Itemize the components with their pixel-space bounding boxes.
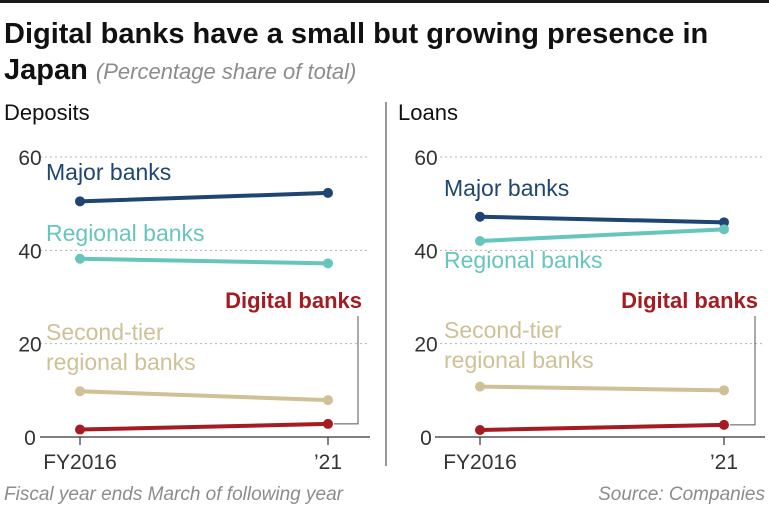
series-label-major: Major banks — [46, 159, 171, 185]
data-point-regional — [75, 253, 85, 264]
chart-title-text: Digital banks have a small but growing p… — [4, 18, 709, 86]
footnote: Fiscal year ends March of following year — [4, 484, 344, 505]
label-connector — [334, 316, 359, 425]
panel-title: Loans — [398, 100, 458, 125]
series-line-digital — [78, 421, 330, 432]
y-tick-label: 40 — [414, 240, 437, 263]
series-line-second_tier — [478, 384, 726, 393]
x-tick-label: ’21 — [710, 451, 738, 474]
data-point-major — [719, 217, 729, 228]
series-label-digital: Digital banks — [621, 288, 758, 313]
series-line-second_tier — [78, 389, 330, 403]
series-line-regional — [78, 256, 330, 266]
panel-loans: Loans 0 20 40 60 FY2016 ’21 Major banks Regional… — [398, 100, 765, 474]
data-point-digital — [719, 419, 729, 430]
series-line-major — [478, 214, 726, 225]
data-point-digital — [75, 424, 85, 435]
y-tick-label: 20 — [18, 334, 41, 357]
x-tick-label: FY2016 — [43, 451, 117, 474]
series-line-digital — [478, 422, 726, 432]
data-point-regional — [719, 224, 729, 235]
series-line-major — [78, 190, 330, 204]
data-point-major — [475, 211, 485, 222]
series-label-regional: Regional banks — [46, 220, 205, 246]
source-note: Source: Companies — [598, 484, 765, 505]
data-point-second_tier — [719, 385, 729, 396]
data-point-digital — [475, 425, 485, 435]
chart-title: Digital banks have a small but growing p… — [4, 16, 764, 90]
y-tick-label: 0 — [420, 427, 432, 450]
series-label-line: Second-tier — [444, 317, 562, 343]
series-label-line: regional banks — [46, 349, 196, 375]
series-label-second_tier: Second-tier regional banks — [46, 319, 196, 375]
series-label-regional: Regional banks — [444, 247, 603, 273]
panel-deposits: Deposits 0 20 40 60 FY2016 ’21 Major banks Regio… — [4, 100, 370, 474]
y-tick-label: 60 — [414, 147, 437, 170]
series-label-second_tier: Second-tier regional banks — [444, 317, 594, 373]
panel-title: Deposits — [4, 100, 90, 125]
y-tick-label: 20 — [414, 334, 437, 357]
data-point-digital — [323, 418, 333, 429]
x-tick-label: FY2016 — [443, 451, 517, 474]
label-connector — [730, 316, 756, 426]
series-label-line: Second-tier — [46, 319, 164, 345]
y-tick-label: 40 — [18, 240, 41, 263]
data-point-second_tier — [475, 381, 485, 392]
series-line-regional — [478, 227, 726, 243]
data-point-major — [323, 187, 333, 198]
series-label-line: regional banks — [444, 347, 594, 373]
data-point-major — [75, 196, 85, 207]
data-point-regional — [475, 236, 485, 246]
x-tick-label: ’21 — [314, 451, 342, 474]
y-tick-label: 60 — [18, 147, 41, 170]
top-rule — [0, 0, 769, 3]
data-point-regional — [323, 258, 333, 269]
series-label-digital: Digital banks — [225, 288, 362, 313]
data-point-second_tier — [75, 386, 85, 397]
y-tick-label: 0 — [24, 427, 36, 450]
data-point-second_tier — [323, 395, 333, 406]
chart-subtitle: (Percentage share of total) — [95, 59, 357, 84]
series-label-major: Major banks — [444, 175, 569, 201]
